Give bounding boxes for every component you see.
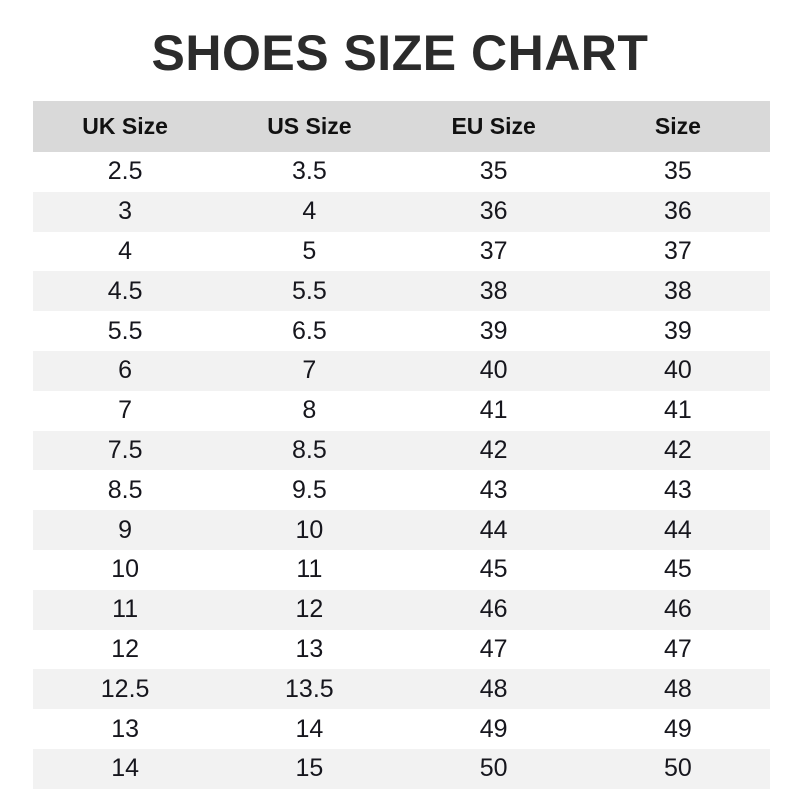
cell-size: 36 [585, 191, 770, 232]
cell-us-size: 9.5 [217, 470, 402, 511]
cell-us-size: 14 [217, 709, 402, 749]
cell-size: 45 [585, 549, 770, 590]
cell-uk-size: 6 [33, 350, 218, 391]
column-header-size: Size [585, 101, 770, 152]
cell-us-size: 10 [217, 510, 402, 550]
table-row: 4.5 5.5 38 38 [33, 271, 770, 312]
cell-eu-size: 46 [401, 589, 586, 630]
cell-size: 49 [585, 709, 770, 749]
cell-us-size: 12 [217, 589, 402, 630]
cell-us-size: 6.5 [217, 311, 402, 351]
cell-us-size: 5 [217, 231, 402, 272]
cell-uk-size: 4.5 [33, 271, 218, 312]
cell-size: 39 [585, 311, 770, 351]
cell-uk-size: 2.5 [33, 152, 218, 192]
cell-size: 48 [585, 669, 770, 710]
cell-uk-size: 7 [33, 390, 218, 431]
cell-eu-size: 47 [401, 629, 586, 670]
cell-us-size: 3.5 [217, 152, 402, 192]
table-row: 5.5 6.5 39 39 [33, 311, 770, 351]
cell-eu-size: 41 [401, 390, 586, 431]
table-row: 4 5 37 37 [33, 231, 770, 272]
cell-size: 43 [585, 470, 770, 511]
page-title: SHOES SIZE CHART [151, 25, 649, 81]
cell-us-size: 8.5 [217, 430, 402, 471]
size-chart-table: UK Size US Size EU Size Size 2.5 3.5 35 … [33, 101, 770, 789]
cell-us-size: 13.5 [217, 669, 402, 710]
table-row: 9 10 44 44 [33, 510, 770, 550]
cell-eu-size: 50 [401, 748, 586, 789]
cell-eu-size: 35 [401, 152, 586, 192]
cell-size: 37 [585, 231, 770, 272]
cell-us-size: 13 [217, 629, 402, 670]
table-row: 10 11 45 45 [33, 549, 770, 590]
cell-uk-size: 14 [33, 748, 218, 789]
cell-us-size: 7 [217, 350, 402, 391]
cell-uk-size: 9 [33, 510, 218, 550]
column-header-us-size: US Size [217, 101, 402, 152]
table-row: 12.5 13.5 48 48 [33, 669, 770, 710]
table-row: 6 7 40 40 [33, 350, 770, 391]
cell-size: 50 [585, 748, 770, 789]
table-row: 11 12 46 46 [33, 589, 770, 630]
cell-uk-size: 7.5 [33, 430, 218, 471]
cell-eu-size: 45 [401, 549, 586, 590]
cell-us-size: 4 [217, 191, 402, 232]
cell-uk-size: 4 [33, 231, 218, 272]
cell-eu-size: 36 [401, 191, 586, 232]
cell-eu-size: 39 [401, 311, 586, 351]
table-row: 13 14 49 49 [33, 709, 770, 749]
cell-eu-size: 40 [401, 350, 586, 391]
cell-size: 38 [585, 271, 770, 312]
cell-eu-size: 44 [401, 510, 586, 550]
cell-eu-size: 48 [401, 669, 586, 710]
cell-uk-size: 8.5 [33, 470, 218, 511]
table-header-row: UK Size US Size EU Size Size [33, 101, 770, 152]
cell-uk-size: 11 [33, 589, 218, 630]
cell-size: 41 [585, 390, 770, 431]
cell-uk-size: 3 [33, 191, 218, 232]
cell-size: 46 [585, 589, 770, 630]
cell-us-size: 11 [217, 549, 402, 590]
cell-eu-size: 37 [401, 231, 586, 272]
table-header: UK Size US Size EU Size Size [33, 101, 770, 152]
cell-eu-size: 42 [401, 430, 586, 471]
cell-us-size: 15 [217, 748, 402, 789]
column-header-eu-size: EU Size [401, 101, 586, 152]
table-row: 8.5 9.5 43 43 [33, 470, 770, 511]
cell-size: 35 [585, 152, 770, 192]
cell-size: 42 [585, 430, 770, 471]
table-row: 7.5 8.5 42 42 [33, 430, 770, 471]
table-row: 3 4 36 36 [33, 191, 770, 232]
cell-size: 44 [585, 510, 770, 550]
cell-size: 47 [585, 629, 770, 670]
cell-uk-size: 12 [33, 629, 218, 670]
table-row: 12 13 47 47 [33, 629, 770, 670]
table-body: 2.5 3.5 35 35 3 4 36 36 4 5 37 37 4.5 5.… [33, 152, 770, 789]
table-row: 2.5 3.5 35 35 [33, 152, 770, 192]
table-row: 14 15 50 50 [33, 748, 770, 789]
cell-eu-size: 38 [401, 271, 586, 312]
cell-us-size: 8 [217, 390, 402, 431]
cell-size: 40 [585, 350, 770, 391]
table-row: 7 8 41 41 [33, 390, 770, 431]
cell-uk-size: 10 [33, 549, 218, 590]
cell-us-size: 5.5 [217, 271, 402, 312]
cell-eu-size: 49 [401, 709, 586, 749]
column-header-uk-size: UK Size [33, 101, 218, 152]
cell-uk-size: 13 [33, 709, 218, 749]
cell-eu-size: 43 [401, 470, 586, 511]
cell-uk-size: 12.5 [33, 669, 218, 710]
cell-uk-size: 5.5 [33, 311, 218, 351]
